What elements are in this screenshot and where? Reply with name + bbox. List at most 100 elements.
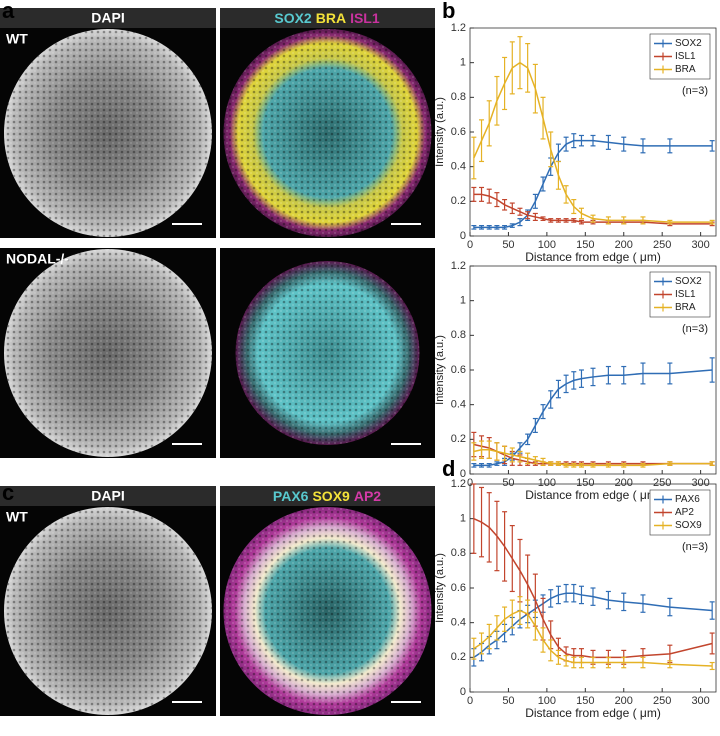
error-bar: [667, 461, 673, 466]
panel-label: b: [442, 0, 455, 23]
error-bar: [486, 225, 492, 230]
y-tick-label: 0.2: [451, 195, 466, 207]
error-bar: [578, 656, 584, 669]
error-bar: [590, 367, 596, 387]
x-tick-label: 300: [691, 477, 709, 489]
channel-label: PAX6: [273, 488, 309, 504]
error-bar: [555, 160, 561, 190]
error-bar: [709, 219, 715, 225]
error-bar: [494, 75, 500, 126]
x-tick-label: 200: [615, 239, 633, 251]
error-bar: [667, 597, 673, 617]
x-axis-label: Distance from edge ( μm): [525, 706, 661, 720]
x-tick-label: 100: [538, 695, 556, 707]
x-tick-label: 50: [502, 477, 514, 489]
error-bar: [509, 599, 515, 629]
error-bar: [502, 445, 508, 461]
y-tick-label: 0: [460, 468, 466, 480]
header-bar: [0, 486, 216, 506]
error-bar: [605, 216, 611, 225]
legend-label: PAX6: [675, 494, 700, 505]
error-bar: [532, 193, 538, 209]
error-bar: [621, 463, 627, 468]
error-bar: [640, 138, 646, 154]
error-bar: [532, 456, 538, 465]
x-tick-label: 50: [502, 695, 514, 707]
y-axis-label: Intensity (a.u.): [434, 553, 446, 623]
error-bar: [548, 131, 554, 168]
error-bar: [555, 218, 561, 223]
error-bar: [709, 632, 715, 655]
error-bar: [571, 371, 577, 390]
error-bar: [486, 440, 492, 459]
error-bar: [571, 463, 577, 468]
error-bar: [540, 457, 546, 466]
legend-label: SOX2: [675, 38, 702, 49]
x-tick-label: 150: [576, 695, 594, 707]
error-bar: [640, 362, 646, 385]
error-bar: [502, 56, 508, 111]
error-bar: [555, 379, 561, 399]
error-bar: [563, 185, 569, 204]
error-bar: [605, 365, 611, 385]
x-tick-label: 250: [653, 239, 671, 251]
condition-label: WT: [6, 31, 28, 47]
colony-texture: [4, 249, 212, 457]
y-tick-label: 0.2: [451, 651, 466, 663]
error-bar: [563, 136, 569, 152]
error-bar: [509, 524, 515, 593]
y-tick-label: 0.6: [451, 126, 466, 138]
panel-label: d: [442, 456, 455, 481]
error-bar: [479, 463, 485, 468]
error-bar: [532, 63, 538, 114]
error-bar: [540, 96, 546, 140]
error-bar: [525, 452, 531, 465]
y-tick-label: 0: [460, 230, 466, 242]
error-bar: [709, 461, 715, 466]
error-bar: [486, 623, 492, 650]
error-bar: [532, 212, 538, 221]
error-bar: [525, 42, 531, 93]
error-bar: [563, 583, 569, 603]
y-tick-label: 0.4: [451, 161, 466, 173]
error-bar: [548, 390, 554, 409]
error-bar: [555, 143, 561, 163]
error-bar: [640, 216, 646, 225]
error-bar: [471, 442, 477, 461]
error-bar: [479, 186, 485, 202]
error-bar: [471, 136, 477, 180]
y-axis-label: Intensity (a.u.): [434, 335, 446, 405]
error-bar: [471, 186, 477, 202]
x-tick-label: 0: [467, 239, 473, 251]
error-bar: [578, 463, 584, 468]
error-bar: [571, 199, 577, 215]
y-tick-label: 0.6: [451, 582, 466, 594]
y-tick-label: 0.8: [451, 547, 466, 559]
y-tick-label: 0: [460, 686, 466, 698]
error-bar: [563, 654, 569, 667]
error-bar: [494, 442, 500, 461]
error-bar: [471, 463, 477, 468]
annotation: (n=3): [682, 323, 708, 335]
error-bar: [548, 589, 554, 608]
condition-label: NODAL-/-: [6, 251, 69, 267]
error-bar: [667, 362, 673, 385]
y-tick-label: 1: [460, 57, 466, 69]
error-bar: [532, 417, 538, 433]
error-bar: [571, 133, 577, 149]
x-tick-label: 100: [538, 477, 556, 489]
error-bar: [517, 36, 523, 90]
error-bar: [517, 596, 523, 626]
error-bar: [479, 632, 485, 655]
error-bar: [605, 134, 611, 150]
error-bar: [525, 599, 531, 629]
error-bar: [509, 447, 515, 463]
error-bar: [548, 461, 554, 466]
error-bar: [563, 374, 569, 394]
colony-texture: [4, 29, 212, 237]
error-bar: [621, 136, 627, 152]
error-bar: [494, 500, 500, 572]
error-bar: [571, 583, 577, 603]
error-bar: [605, 463, 611, 468]
x-tick-label: 200: [615, 477, 633, 489]
